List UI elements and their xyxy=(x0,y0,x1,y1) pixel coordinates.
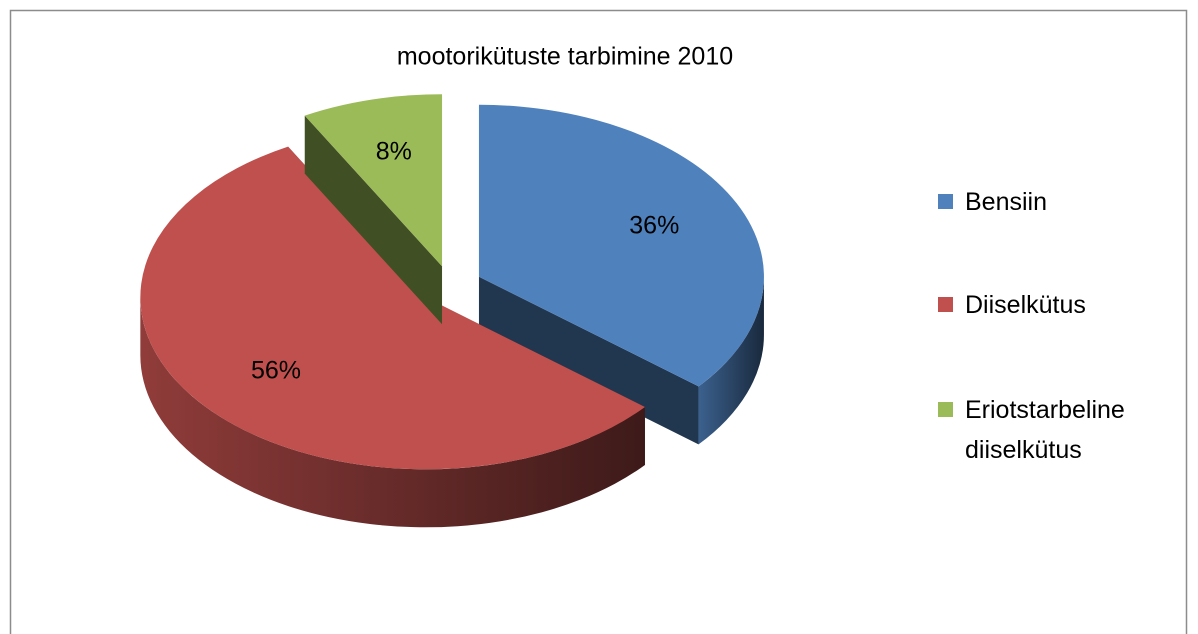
slice-outer-wall xyxy=(140,297,645,528)
legend-swatch xyxy=(938,194,953,209)
legend-swatch xyxy=(938,402,953,417)
data-label: 36% xyxy=(629,212,679,240)
data-label: 56% xyxy=(251,356,301,384)
legend-label: Eriotstarbeline diiselkütus xyxy=(965,396,1125,464)
slice-outer-wall xyxy=(698,276,764,445)
slice-edge-wall xyxy=(478,276,699,445)
chart-title: mootorikütuste tarbimine 2010 xyxy=(397,43,733,71)
legend-label: Bensiin xyxy=(965,188,1047,216)
pie-slice xyxy=(478,104,764,445)
legend-label: Diiselkütus xyxy=(965,291,1086,319)
slice-top xyxy=(304,94,443,267)
slice-edge-wall xyxy=(304,115,443,325)
pie-slice xyxy=(140,146,645,528)
slice-top xyxy=(140,146,645,470)
legend-swatch xyxy=(938,297,953,312)
data-label: 8% xyxy=(376,138,412,166)
slice-top xyxy=(478,104,764,387)
pie-slice xyxy=(304,94,443,325)
